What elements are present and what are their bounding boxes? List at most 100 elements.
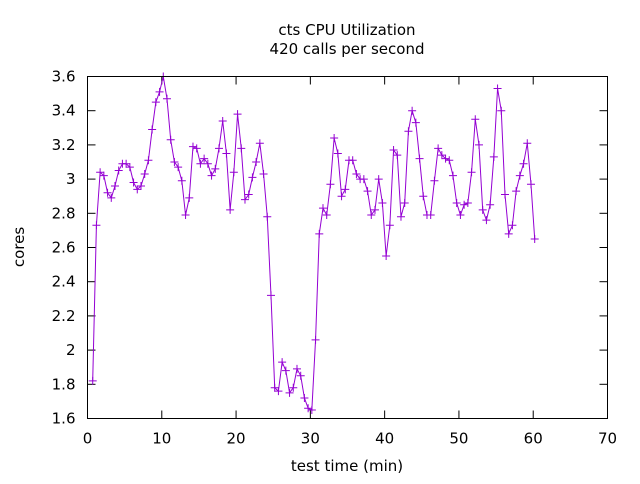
y-tick-label: 1.8 <box>52 375 76 393</box>
data-point <box>237 144 246 153</box>
data-point <box>181 211 190 220</box>
data-point <box>322 211 331 220</box>
data-point <box>337 192 346 201</box>
data-point <box>497 106 506 115</box>
data-point <box>155 87 164 96</box>
data-point <box>226 205 235 214</box>
chart-subtitle: 420 calls per second <box>270 40 425 58</box>
data-point <box>434 144 443 153</box>
data-point <box>296 371 305 380</box>
data-point <box>341 185 350 194</box>
data-point <box>122 159 131 168</box>
x-tick-label: 10 <box>152 430 171 448</box>
data-point <box>278 358 287 367</box>
x-tick-label: 0 <box>83 430 93 448</box>
data-point <box>255 139 264 148</box>
data-point <box>281 366 290 375</box>
data-point <box>493 84 502 93</box>
data-point <box>359 175 368 184</box>
data-point <box>374 175 383 184</box>
data-point <box>445 156 454 165</box>
data-point <box>404 127 413 136</box>
data-point <box>467 168 476 177</box>
data-point <box>330 134 339 143</box>
data-point <box>300 393 309 402</box>
x-tick-label: 60 <box>524 430 543 448</box>
y-tick-label: 3.2 <box>52 136 76 154</box>
y-axis-label: cores <box>10 227 28 267</box>
data-point <box>419 192 428 201</box>
data-point <box>486 200 495 209</box>
data-point <box>456 211 465 220</box>
data-point <box>408 106 417 115</box>
data-point <box>188 142 197 151</box>
data-point <box>311 335 320 344</box>
data-point <box>263 212 272 221</box>
data-point <box>92 221 101 230</box>
data-point <box>222 149 231 158</box>
data-point <box>270 383 279 392</box>
data-point <box>400 199 409 208</box>
data-point <box>448 171 457 180</box>
data-point <box>426 211 435 220</box>
x-tick-label: 50 <box>449 430 468 448</box>
y-tick-label: 2.6 <box>52 239 76 257</box>
data-point <box>304 404 313 413</box>
series-line <box>92 76 536 411</box>
data-point <box>452 199 461 208</box>
y-tick-label: 3 <box>66 170 76 188</box>
data-point <box>88 376 97 385</box>
data-point <box>415 154 424 163</box>
y-tick-label: 1.6 <box>52 410 76 428</box>
data-point <box>211 164 220 173</box>
x-tick-label: 30 <box>301 430 320 448</box>
data-point <box>411 118 420 127</box>
data-point <box>174 163 183 172</box>
data-point <box>348 156 357 165</box>
data-point <box>396 212 405 221</box>
data-point <box>248 173 257 182</box>
data-point <box>214 144 223 153</box>
y-tick-label: 2.8 <box>52 204 76 222</box>
data-point <box>166 135 175 144</box>
data-point <box>244 190 253 199</box>
data-point <box>307 405 316 414</box>
data-point <box>274 387 283 396</box>
chart-title: cts CPU Utilization <box>278 21 415 39</box>
data-point <box>151 98 160 107</box>
data-point <box>523 139 532 148</box>
data-point <box>463 199 472 208</box>
x-axis-label: test time (min) <box>291 457 403 475</box>
data-point <box>437 151 446 160</box>
data-point <box>530 234 539 243</box>
data-point <box>207 171 216 180</box>
data-point <box>185 193 194 202</box>
data-point <box>114 166 123 175</box>
data-point <box>515 171 524 180</box>
data-point <box>385 221 394 230</box>
data-point <box>99 171 108 180</box>
data-point <box>478 205 487 214</box>
data-point <box>519 159 528 168</box>
data-point <box>526 180 535 189</box>
data-point <box>370 205 379 214</box>
data-point <box>430 176 439 185</box>
data-point <box>140 169 149 178</box>
data-point <box>196 159 205 168</box>
data-point <box>218 116 227 125</box>
data-point <box>233 110 242 119</box>
x-tick-label: 70 <box>598 430 617 448</box>
data-point <box>125 163 134 172</box>
data-point <box>203 159 212 168</box>
data-point <box>136 181 145 190</box>
data-point <box>389 146 398 155</box>
data-point <box>363 187 372 196</box>
x-tick-label: 20 <box>227 430 246 448</box>
data-point <box>148 125 157 134</box>
data-point <box>133 185 142 194</box>
data-point <box>489 152 498 161</box>
data-point <box>318 204 327 213</box>
data-point <box>259 169 268 178</box>
y-tick-label: 2.2 <box>52 307 76 325</box>
data-point <box>500 190 509 199</box>
